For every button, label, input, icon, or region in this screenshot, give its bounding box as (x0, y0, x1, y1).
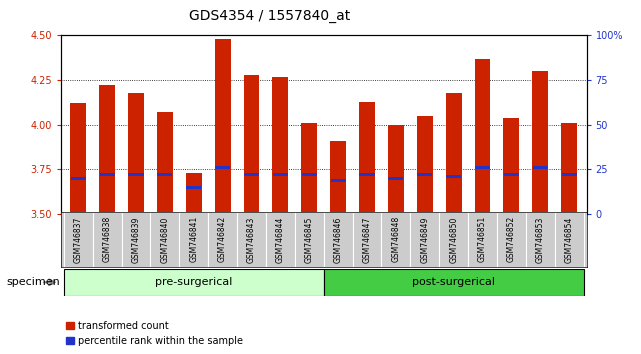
Text: pre-surgerical: pre-surgerical (155, 277, 233, 287)
Bar (99, 85, 115, 214)
Text: GSM746853: GSM746853 (536, 216, 545, 263)
Bar (186, 173, 202, 214)
Bar (215, 166, 230, 169)
Bar (128, 93, 144, 214)
Bar (302, 173, 317, 176)
Text: GSM746844: GSM746844 (276, 216, 285, 263)
Bar (388, 177, 403, 180)
Bar (215, 39, 231, 214)
Bar (504, 173, 519, 176)
Bar (151, 212, 179, 267)
Text: GSM746847: GSM746847 (363, 216, 372, 263)
Bar (533, 166, 548, 169)
Text: GSM746845: GSM746845 (304, 216, 313, 263)
Text: GSM746854: GSM746854 (565, 216, 574, 263)
Bar (331, 179, 345, 182)
Bar (439, 212, 468, 267)
Bar (562, 173, 577, 176)
Bar (99, 173, 115, 176)
Bar (64, 212, 93, 267)
Bar (533, 71, 548, 214)
Text: GSM746846: GSM746846 (334, 216, 343, 263)
Bar (410, 212, 439, 267)
Bar (503, 118, 519, 214)
Bar (237, 212, 266, 267)
Text: GSM746840: GSM746840 (160, 216, 169, 263)
Bar (526, 212, 554, 267)
Bar (179, 212, 208, 267)
Bar (295, 212, 324, 267)
Text: GSM746850: GSM746850 (449, 216, 458, 263)
Bar (445, 93, 462, 214)
Bar (128, 173, 144, 176)
Bar (64, 269, 324, 296)
Bar (186, 186, 201, 189)
Text: specimen: specimen (6, 277, 60, 287)
Bar (71, 177, 86, 180)
Bar (93, 212, 122, 267)
Text: GSM746849: GSM746849 (420, 216, 429, 263)
Text: GSM746841: GSM746841 (189, 216, 198, 262)
Text: GSM746837: GSM746837 (74, 216, 83, 263)
Bar (273, 173, 288, 176)
Bar (417, 173, 432, 176)
Bar (157, 173, 172, 176)
Text: GSM746852: GSM746852 (507, 216, 516, 262)
Bar (468, 212, 497, 267)
Bar (359, 102, 375, 214)
Bar (388, 125, 404, 214)
Legend: transformed count, percentile rank within the sample: transformed count, percentile rank withi… (66, 321, 244, 346)
Bar (360, 173, 374, 176)
Bar (474, 59, 490, 214)
Text: GSM746838: GSM746838 (103, 216, 112, 262)
Bar (324, 212, 353, 267)
Text: GSM746842: GSM746842 (218, 216, 227, 262)
Text: post-surgerical: post-surgerical (412, 277, 495, 287)
Bar (497, 212, 526, 267)
Text: GSM746843: GSM746843 (247, 216, 256, 263)
Bar (475, 166, 490, 169)
Bar (157, 112, 173, 214)
Bar (301, 123, 317, 214)
Bar (353, 212, 381, 267)
Text: GSM746851: GSM746851 (478, 216, 487, 262)
Bar (272, 76, 288, 214)
Bar (446, 175, 462, 178)
Text: GSM746839: GSM746839 (131, 216, 140, 263)
Bar (122, 212, 151, 267)
Bar (266, 212, 295, 267)
Text: GDS4354 / 1557840_at: GDS4354 / 1557840_at (188, 9, 350, 23)
Bar (71, 103, 86, 214)
Bar (208, 212, 237, 267)
Text: GSM746848: GSM746848 (392, 216, 401, 262)
Bar (562, 123, 577, 214)
Bar (244, 173, 259, 176)
Bar (324, 269, 583, 296)
Bar (381, 212, 410, 267)
Bar (244, 75, 260, 214)
Bar (417, 116, 433, 214)
Bar (554, 212, 583, 267)
Bar (330, 141, 346, 214)
